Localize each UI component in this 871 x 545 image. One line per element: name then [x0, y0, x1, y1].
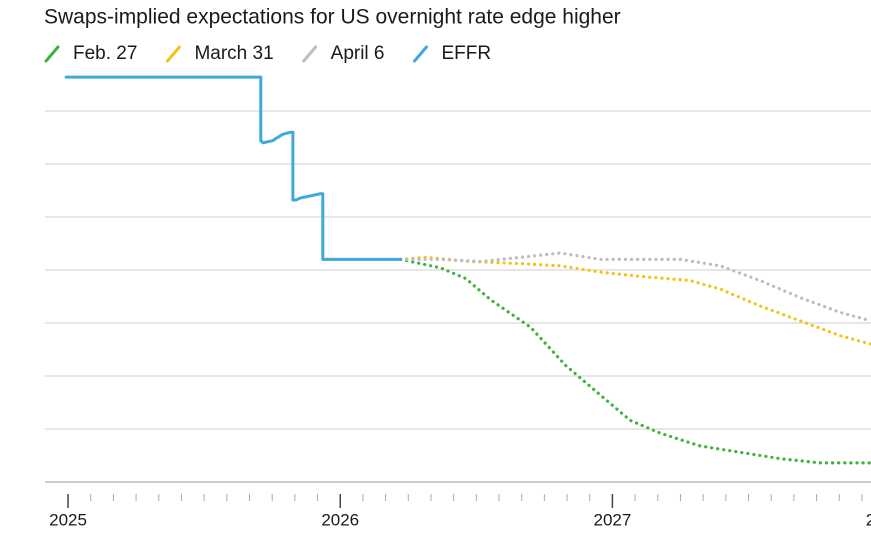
x-tick-label: 2028	[866, 510, 871, 529]
legend-swatch	[44, 45, 60, 63]
series-line	[399, 257, 871, 465]
legend-label: March 31	[194, 43, 273, 64]
legend-label: Feb. 27	[73, 43, 137, 64]
legend-swatch	[302, 45, 318, 63]
legend-label: April 6	[331, 43, 385, 64]
x-tick-label: 2027	[594, 510, 632, 529]
x-tick-label: 2026	[321, 510, 359, 529]
series-line	[399, 255, 871, 346]
x-tick-label: 2025	[49, 510, 87, 529]
legend-label: EFFR	[442, 43, 492, 64]
legend: Feb. 27 March 31 April 6 EFFR	[44, 43, 492, 64]
series-line	[399, 251, 871, 323]
legend-swatch	[413, 45, 428, 63]
chart-title: Swaps-implied expectations for US overni…	[44, 6, 621, 29]
series-line	[64, 75, 403, 261]
legend-swatch	[165, 45, 181, 63]
